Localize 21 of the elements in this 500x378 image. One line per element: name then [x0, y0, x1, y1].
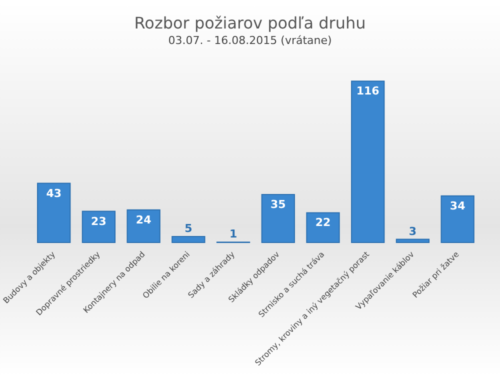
data-label: 116 [356, 84, 380, 98]
data-label: 5 [184, 222, 192, 235]
bar [172, 236, 206, 243]
data-label: 34 [450, 199, 466, 212]
bar [396, 238, 430, 243]
bar [82, 210, 116, 243]
bar [440, 195, 474, 243]
chart-title: Rozbor požiarov podľa druhu [134, 14, 366, 32]
bar [351, 80, 385, 243]
bar [126, 209, 160, 243]
bar [37, 182, 71, 243]
data-label: 3 [408, 224, 417, 238]
data-label: 1 [229, 228, 238, 241]
data-label: 23 [91, 214, 106, 228]
chart-subtitle: 03.07. - 16.08.2015 (vrátane) [168, 34, 332, 47]
bar [261, 194, 295, 243]
data-label: 22 [315, 216, 331, 230]
data-label: 24 [136, 213, 152, 226]
data-label: 35 [270, 198, 286, 211]
bar [306, 212, 340, 243]
data-label: 43 [46, 186, 62, 200]
